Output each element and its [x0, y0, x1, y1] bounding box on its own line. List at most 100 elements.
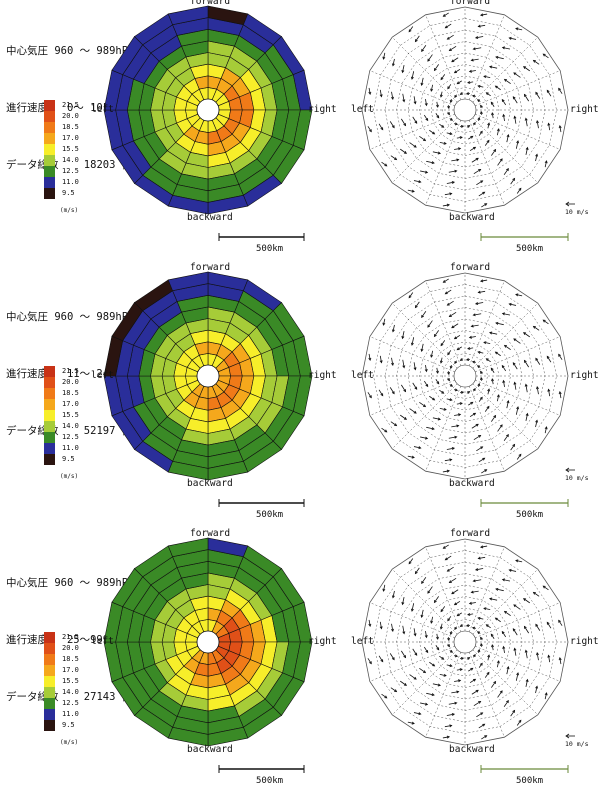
legend-swatch	[44, 155, 55, 166]
legend-value: 9.5	[62, 721, 75, 729]
wind-vector-head	[513, 604, 517, 608]
wind-vector-head	[501, 630, 505, 634]
wind-vector-head	[408, 561, 412, 565]
wind-vector-head	[460, 391, 465, 394]
wind-vector-head	[454, 360, 458, 365]
wind-vector	[504, 611, 511, 616]
wind-vector	[439, 407, 447, 411]
wind-vector	[473, 169, 481, 175]
grid-spoke	[475, 113, 561, 150]
wind-vector	[367, 392, 372, 398]
wind-vector	[514, 116, 517, 124]
wind-vector-head	[532, 59, 536, 63]
wind-vector-head	[401, 601, 405, 606]
wind-vector-head	[453, 70, 457, 74]
wind-vector-head	[453, 336, 457, 340]
wind-vector-head	[542, 53, 546, 57]
wind-vector-head	[475, 302, 479, 305]
wind-vector-head	[454, 435, 458, 439]
wind-vector	[411, 71, 415, 80]
wind-vector	[448, 436, 457, 439]
wind-vector-head	[403, 655, 407, 659]
wind-vector-head	[408, 295, 412, 299]
wind-vector-head	[501, 98, 505, 102]
wind-vector	[425, 99, 427, 106]
wind-vector	[512, 628, 518, 636]
label-left: left	[351, 104, 374, 115]
wind-vector	[407, 721, 415, 724]
label-right: right	[570, 370, 599, 381]
wind-vector-head	[418, 446, 422, 450]
wind-vector-head	[536, 652, 539, 656]
legend-swatch	[44, 144, 55, 155]
wind-vector	[421, 609, 424, 618]
wind-vector-head	[515, 27, 519, 31]
wind-vector-head	[447, 86, 451, 90]
wind-vector-head	[423, 670, 427, 674]
wind-vector	[447, 34, 454, 40]
wind-vector-head	[414, 305, 418, 309]
wind-vector-head	[523, 93, 527, 97]
wind-vector	[478, 663, 483, 668]
label-forward: forward	[190, 0, 231, 7]
wind-vector	[516, 720, 522, 726]
wind-vector	[443, 12, 449, 17]
wind-vector-head	[443, 407, 447, 411]
wind-vector	[447, 84, 452, 89]
wind-vector	[421, 343, 424, 352]
wind-vector-head	[424, 702, 429, 706]
wind-vector-head	[516, 672, 520, 676]
grid-spoke	[369, 113, 455, 150]
legend-entry: 15.5	[44, 410, 104, 421]
wind-vector-head	[454, 94, 458, 99]
wind-vector-head	[472, 579, 476, 583]
legend-entry: 14.0	[44, 155, 104, 166]
legend-swatch	[44, 432, 55, 443]
speed-label: 進行速度	[6, 102, 48, 114]
wind-vector-head	[476, 631, 481, 635]
wind-vector-head	[508, 302, 512, 306]
wind-vector-head	[433, 334, 437, 338]
wind-vector-head	[382, 56, 386, 60]
legend-entry: 20.0	[44, 377, 104, 388]
wind-vector-head	[391, 63, 395, 67]
wind-vector-head	[380, 127, 384, 131]
grid-spoke	[425, 546, 462, 632]
wind-vector-head	[532, 325, 536, 329]
wind-vector-head	[408, 29, 412, 33]
wind-vector	[533, 326, 540, 331]
wind-vector	[501, 365, 507, 372]
legend-entry: 17.0	[44, 399, 104, 410]
wind-vector-head	[403, 123, 407, 127]
wind-vector	[533, 60, 540, 65]
wind-vector-head	[379, 626, 383, 630]
label-forward: forward	[450, 262, 491, 273]
wind-vector-head	[427, 58, 431, 62]
wind-vector-head	[494, 617, 498, 621]
wind-vector-head	[471, 626, 476, 630]
wind-vector-head	[430, 354, 434, 358]
wind-vector	[473, 701, 481, 707]
wind-vector-head	[432, 397, 436, 401]
wind-vector-head	[459, 402, 463, 406]
wind-vector	[367, 658, 372, 664]
wind-vector	[448, 170, 457, 173]
label-forward: forward	[190, 528, 231, 539]
wind-vector	[469, 602, 476, 604]
legend-unit: (m/s)	[60, 473, 79, 480]
wind-vector-head	[418, 712, 422, 716]
wind-vector-head	[542, 319, 546, 323]
wind-vector-head	[480, 376, 483, 381]
wind-vector-head	[499, 158, 503, 162]
wind-vector	[546, 356, 552, 363]
grid-spoke	[425, 386, 462, 472]
wind-vector	[407, 189, 415, 192]
wind-vector-head	[447, 371, 450, 376]
grid-spoke	[425, 280, 462, 366]
wind-vector	[402, 331, 405, 339]
wind-vector	[489, 332, 498, 335]
wind-vector	[447, 616, 452, 621]
reference-vector-label: 10 m/s	[565, 208, 589, 216]
wind-vector	[446, 664, 452, 667]
wind-vector	[495, 617, 501, 623]
